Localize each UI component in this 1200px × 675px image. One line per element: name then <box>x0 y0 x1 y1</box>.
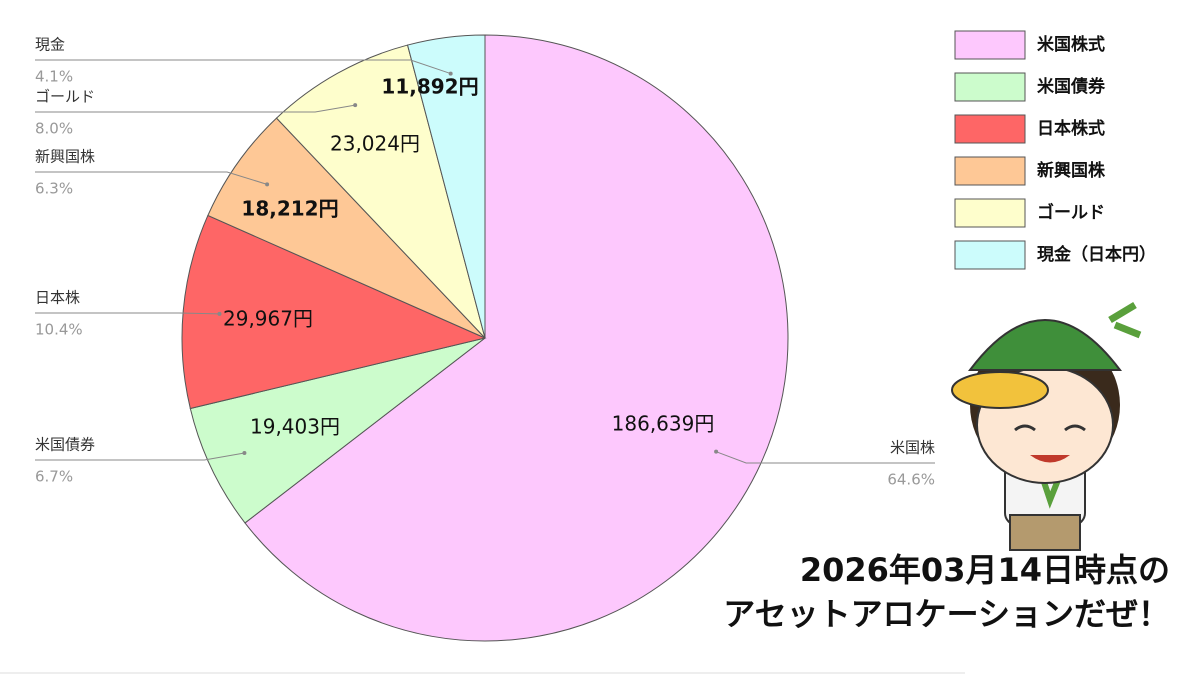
legend-swatch <box>954 240 1026 270</box>
legend-label: 現金（日本円） <box>1037 244 1156 265</box>
character <box>951 301 1142 551</box>
pie-slice <box>189 337 486 524</box>
legend-swatch <box>954 72 1026 102</box>
caption: アセットアロケーションだぜ！ <box>723 595 1170 633</box>
value-label: 29,967円 <box>223 307 313 331</box>
percent-label: 6.3% <box>35 180 73 198</box>
leader-dot <box>448 71 453 76</box>
pie-slice <box>406 34 486 339</box>
value-label: 19,403円 <box>250 415 340 439</box>
caption: 2026年03月14日時点の <box>800 551 1170 589</box>
leader-dot <box>353 103 358 108</box>
value-label: 23,024円 <box>330 132 420 156</box>
legend-swatch <box>954 198 1026 228</box>
slice-label: 米国債券 <box>35 436 95 454</box>
pie-slice <box>181 214 487 410</box>
leader-line <box>35 171 268 185</box>
slice-label: 日本株 <box>35 289 80 307</box>
leader-dot <box>714 449 719 454</box>
slice-label: ゴールド <box>35 88 95 106</box>
legend-swatch <box>954 30 1026 60</box>
leader-line <box>35 59 451 75</box>
legend-label: 米国株式 <box>1037 34 1105 55</box>
percent-label: 6.7% <box>35 468 73 486</box>
leader-line <box>35 452 245 461</box>
legend-label: 米国債券 <box>1037 76 1106 97</box>
percent-label: 4.1% <box>35 68 73 86</box>
value-label: 18,212円 <box>241 197 338 221</box>
legend-swatch <box>954 156 1026 186</box>
percent-label: 10.4% <box>35 321 83 339</box>
leader-dot <box>242 450 247 455</box>
pie-slice <box>275 44 486 339</box>
slice-label: 米国株 <box>890 439 935 457</box>
legend-swatch <box>954 114 1026 144</box>
percent-label: 8.0% <box>35 120 73 138</box>
pie-slice <box>207 117 486 339</box>
legend-label: 新興国株 <box>1037 160 1106 181</box>
slice-label: 現金 <box>35 36 65 54</box>
leader-dot <box>217 311 222 316</box>
leader-line <box>715 451 935 464</box>
leader-line <box>35 312 220 315</box>
leader-line <box>35 104 356 113</box>
legend-label: 日本株式 <box>1037 118 1105 139</box>
value-label: 186,639円 <box>612 412 715 436</box>
pie-slice <box>244 34 789 642</box>
leader-dot <box>265 182 270 187</box>
percent-label: 64.6% <box>887 471 935 489</box>
value-label: 11,892円 <box>381 75 478 99</box>
legend-label: ゴールド <box>1037 202 1105 223</box>
slice-label: 新興国株 <box>35 148 95 166</box>
